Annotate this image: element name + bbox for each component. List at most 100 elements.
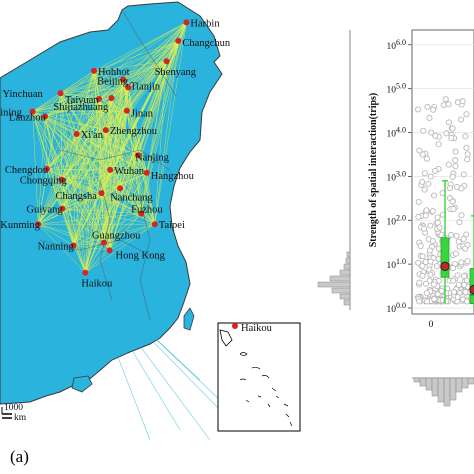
- scatter-point: [463, 277, 470, 284]
- flow-line: [127, 87, 147, 173]
- city-marker: [96, 96, 102, 103]
- flow-line: [62, 97, 112, 209]
- scatter-point: [454, 294, 461, 301]
- flow-line: [46, 87, 129, 170]
- y-tick-label: 100.0: [387, 301, 407, 315]
- flow-line: [73, 61, 167, 246]
- scatter-point: [458, 259, 465, 266]
- flow-line: [38, 169, 111, 225]
- flow-line: [38, 208, 63, 225]
- flow-line: [46, 129, 106, 170]
- flow-line: [85, 130, 107, 273]
- city-label: Jinan: [131, 109, 154, 120]
- scatter-point: [460, 171, 467, 178]
- scatter-point: [419, 178, 426, 185]
- flow-line: [109, 169, 142, 214]
- flow-line: [85, 272, 211, 441]
- flow-line: [60, 93, 155, 225]
- flow-line: [85, 272, 231, 421]
- city-label: Hangzhou: [151, 171, 195, 182]
- flow-line: [60, 93, 74, 246]
- city-label: Changchun: [182, 38, 231, 49]
- city-marker: [73, 130, 80, 137]
- flow-line: [73, 193, 102, 246]
- flow-line: [85, 250, 110, 273]
- scatter-point: [445, 119, 453, 126]
- flow-line: [98, 22, 187, 100]
- flow-line: [60, 93, 147, 173]
- flow-line: [32, 111, 63, 180]
- city-label: Yinchuan: [3, 89, 44, 100]
- flow-line: [126, 110, 142, 214]
- scatter-point: [421, 170, 428, 177]
- city-marker: [42, 113, 49, 120]
- scatter-point: [446, 185, 454, 192]
- flow-line: [46, 155, 139, 170]
- city-label: Lanzhou: [9, 113, 46, 124]
- scatter-point: [464, 156, 471, 163]
- city-label: Xi'an: [81, 130, 104, 141]
- flow-line: [154, 22, 187, 225]
- city-label: Changsha: [55, 191, 97, 202]
- city-label: Kunming: [0, 220, 40, 231]
- y-axis-ticks: 100.0 101.0 102.0 103.0 104.0 105.0 106.0: [387, 38, 412, 315]
- y-marginal-histogram: [317, 30, 351, 310]
- scatter-point: [420, 127, 427, 134]
- scatter-point: [416, 279, 423, 286]
- box-chart: 100.0 101.0 102.0 103.0 104.0 105.0 106.0 0 St…: [317, 29, 474, 407]
- scatter-point: [427, 258, 434, 265]
- flow-line: [105, 110, 128, 131]
- flow-line: [61, 179, 102, 194]
- scatter-point: [461, 281, 468, 288]
- flow-line: [60, 93, 63, 209]
- scatter-point: [423, 289, 430, 297]
- flow-line: [103, 213, 142, 243]
- flow-line: [109, 169, 121, 189]
- flow-line: [146, 172, 156, 225]
- flow-line: [103, 223, 155, 243]
- scatter-point: [416, 298, 423, 305]
- flow-lines: [32, 22, 187, 273]
- scatter-point: [449, 173, 456, 180]
- scatter-point: [420, 225, 428, 232]
- flow-line: [101, 193, 110, 251]
- flow-line: [73, 70, 95, 246]
- flow-lines-outer: [85, 272, 231, 441]
- scatter-point: [427, 222, 434, 229]
- flow-line: [85, 272, 181, 431]
- city-label: Hohhot: [98, 67, 130, 78]
- scatter-point: [448, 134, 455, 141]
- scatter-point: [434, 219, 441, 226]
- flow-line: [32, 61, 167, 112]
- scatter-point: [415, 213, 422, 220]
- scatter-point: [430, 192, 438, 199]
- flow-line: [60, 93, 100, 100]
- flow-line: [32, 111, 111, 171]
- inset-haikou-label: Haikou: [241, 323, 273, 334]
- flow-line: [93, 70, 156, 225]
- scatter-point: [464, 151, 471, 158]
- scatter-point: [455, 238, 462, 245]
- scatter-point: [445, 161, 452, 168]
- flow-line: [62, 208, 86, 273]
- scatter-point: [450, 205, 457, 212]
- flow-line: [61, 129, 106, 180]
- scatter-points: [414, 96, 471, 305]
- scatter-point: [419, 262, 426, 269]
- city-marker: [138, 210, 145, 217]
- flow-line: [32, 87, 129, 112]
- flow-line: [61, 97, 112, 180]
- flow-line: [60, 93, 127, 111]
- scatter-point: [434, 214, 441, 221]
- flow-line: [38, 223, 105, 243]
- flow-line: [32, 111, 102, 194]
- y-tick-label: 105.0: [387, 82, 407, 96]
- flow-line: [38, 213, 142, 225]
- scatter-point: [424, 298, 431, 305]
- histogram-bar: [343, 263, 351, 270]
- city-label: Nanning: [38, 242, 75, 253]
- scatter-point: [417, 242, 424, 249]
- flow-line: [62, 208, 105, 243]
- flow-line: [38, 224, 86, 273]
- flow-line: [60, 93, 142, 214]
